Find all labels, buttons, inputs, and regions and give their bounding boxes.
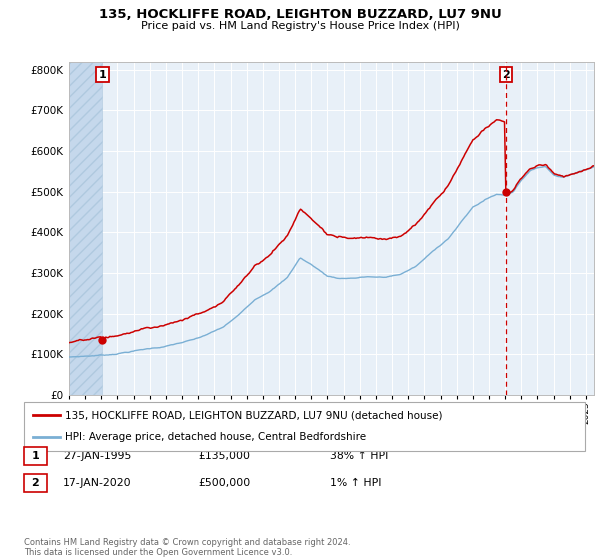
Text: 135, HOCKLIFFE ROAD, LEIGHTON BUZZARD, LU7 9NU: 135, HOCKLIFFE ROAD, LEIGHTON BUZZARD, L…	[98, 8, 502, 21]
Text: 1: 1	[98, 70, 106, 80]
Text: 17-JAN-2020: 17-JAN-2020	[63, 478, 131, 488]
Text: Contains HM Land Registry data © Crown copyright and database right 2024.
This d: Contains HM Land Registry data © Crown c…	[24, 538, 350, 557]
Text: Price paid vs. HM Land Registry's House Price Index (HPI): Price paid vs. HM Land Registry's House …	[140, 21, 460, 31]
Bar	[69, 62, 103, 395]
Text: 38% ↑ HPI: 38% ↑ HPI	[330, 451, 388, 461]
Text: £500,000: £500,000	[198, 478, 250, 488]
Text: HPI: Average price, detached house, Central Bedfordshire: HPI: Average price, detached house, Cent…	[65, 432, 366, 442]
Text: 1: 1	[32, 451, 39, 461]
Text: 27-JAN-1995: 27-JAN-1995	[63, 451, 131, 461]
Text: 2: 2	[502, 70, 510, 80]
Text: 2: 2	[32, 478, 39, 488]
Text: 135, HOCKLIFFE ROAD, LEIGHTON BUZZARD, LU7 9NU (detached house): 135, HOCKLIFFE ROAD, LEIGHTON BUZZARD, L…	[65, 410, 442, 421]
Text: £135,000: £135,000	[198, 451, 250, 461]
Text: 1% ↑ HPI: 1% ↑ HPI	[330, 478, 382, 488]
